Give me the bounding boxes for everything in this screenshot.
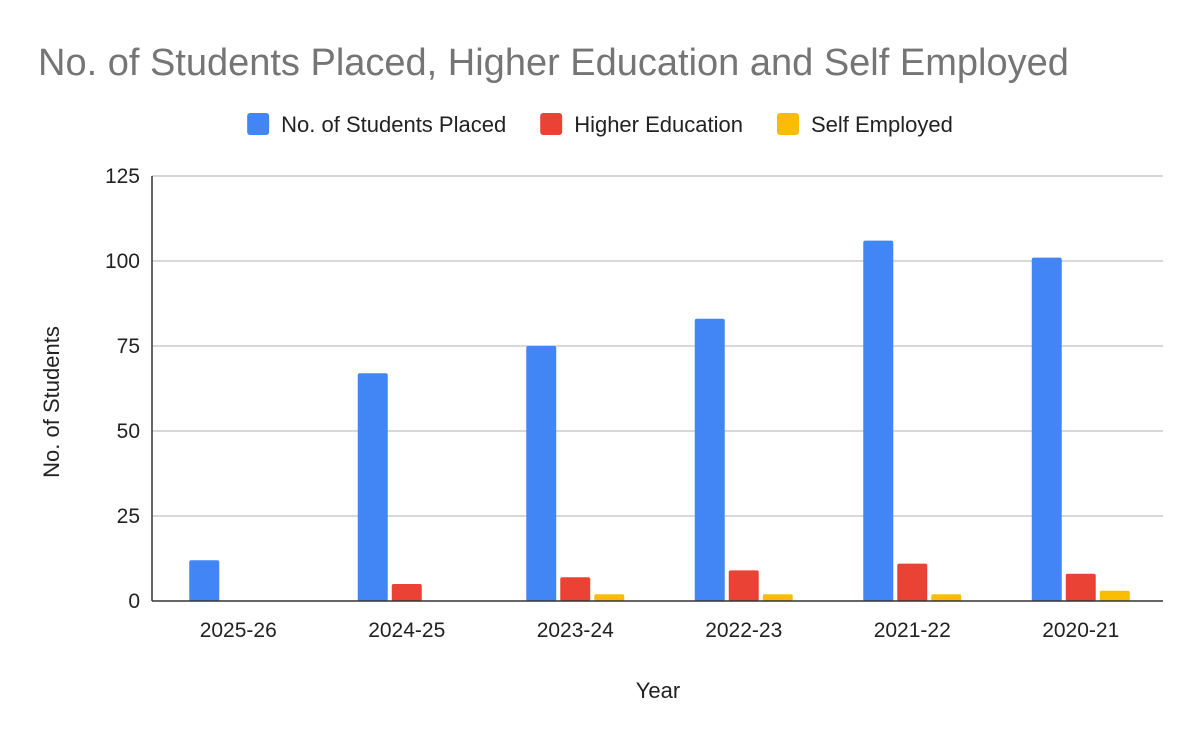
x-tick-label: 2020-21: [1042, 619, 1119, 642]
legend-swatch: [776, 113, 799, 135]
x-tick-label: 2024-25: [368, 619, 445, 642]
y-tick-label: 125: [105, 165, 140, 188]
legend-label: No. of Students Placed: [281, 112, 506, 137]
y-axis-label: No. of Students: [39, 326, 64, 478]
legend-item: Higher Education: [540, 112, 743, 137]
bar: [931, 594, 962, 601]
x-tick-label: 2025-26: [200, 619, 277, 642]
chart-title: No. of Students Placed, Higher Education…: [38, 42, 1069, 84]
legend: No. of Students Placed Higher Education Se…: [247, 112, 953, 137]
y-tick-label: 50: [117, 420, 140, 443]
bar: [560, 577, 591, 601]
bar: [594, 594, 625, 601]
y-tick-label: 25: [117, 505, 140, 528]
gridlines: [152, 175, 1163, 517]
bar: [1031, 257, 1062, 601]
legend-item: No. of Students Placed: [247, 112, 506, 137]
y-tick-label: 75: [117, 335, 140, 358]
legend-swatch: [247, 113, 270, 135]
bar: [863, 240, 894, 601]
bar: [897, 563, 928, 601]
y-tick-label: 100: [105, 250, 140, 273]
y-axis-ticks: 0 25 50 75 100 125: [105, 165, 140, 613]
bar: [357, 373, 388, 601]
x-axis-label: Year: [636, 678, 680, 703]
legend-item: Self Employed: [776, 112, 953, 137]
legend-label: Higher Education: [574, 112, 743, 137]
legend-swatch: [540, 113, 563, 135]
x-tick-label: 2021-22: [874, 619, 951, 642]
bar: [189, 560, 220, 601]
bar: [694, 318, 725, 601]
bar: [1065, 573, 1096, 601]
x-tick-label: 2023-24: [537, 619, 614, 642]
bar: [1099, 590, 1130, 601]
bars: [189, 240, 1130, 601]
x-tick-label: 2022-23: [705, 619, 782, 642]
legend-label: Self Employed: [811, 112, 953, 137]
bar: [728, 570, 759, 601]
bar: [526, 346, 557, 601]
bar: [391, 584, 422, 601]
bar: [762, 594, 793, 601]
x-axis-ticks: 2025-26 2024-25 2023-24 2022-23 2021-22 2020-…: [200, 619, 1120, 642]
y-tick-label: 0: [128, 590, 140, 613]
